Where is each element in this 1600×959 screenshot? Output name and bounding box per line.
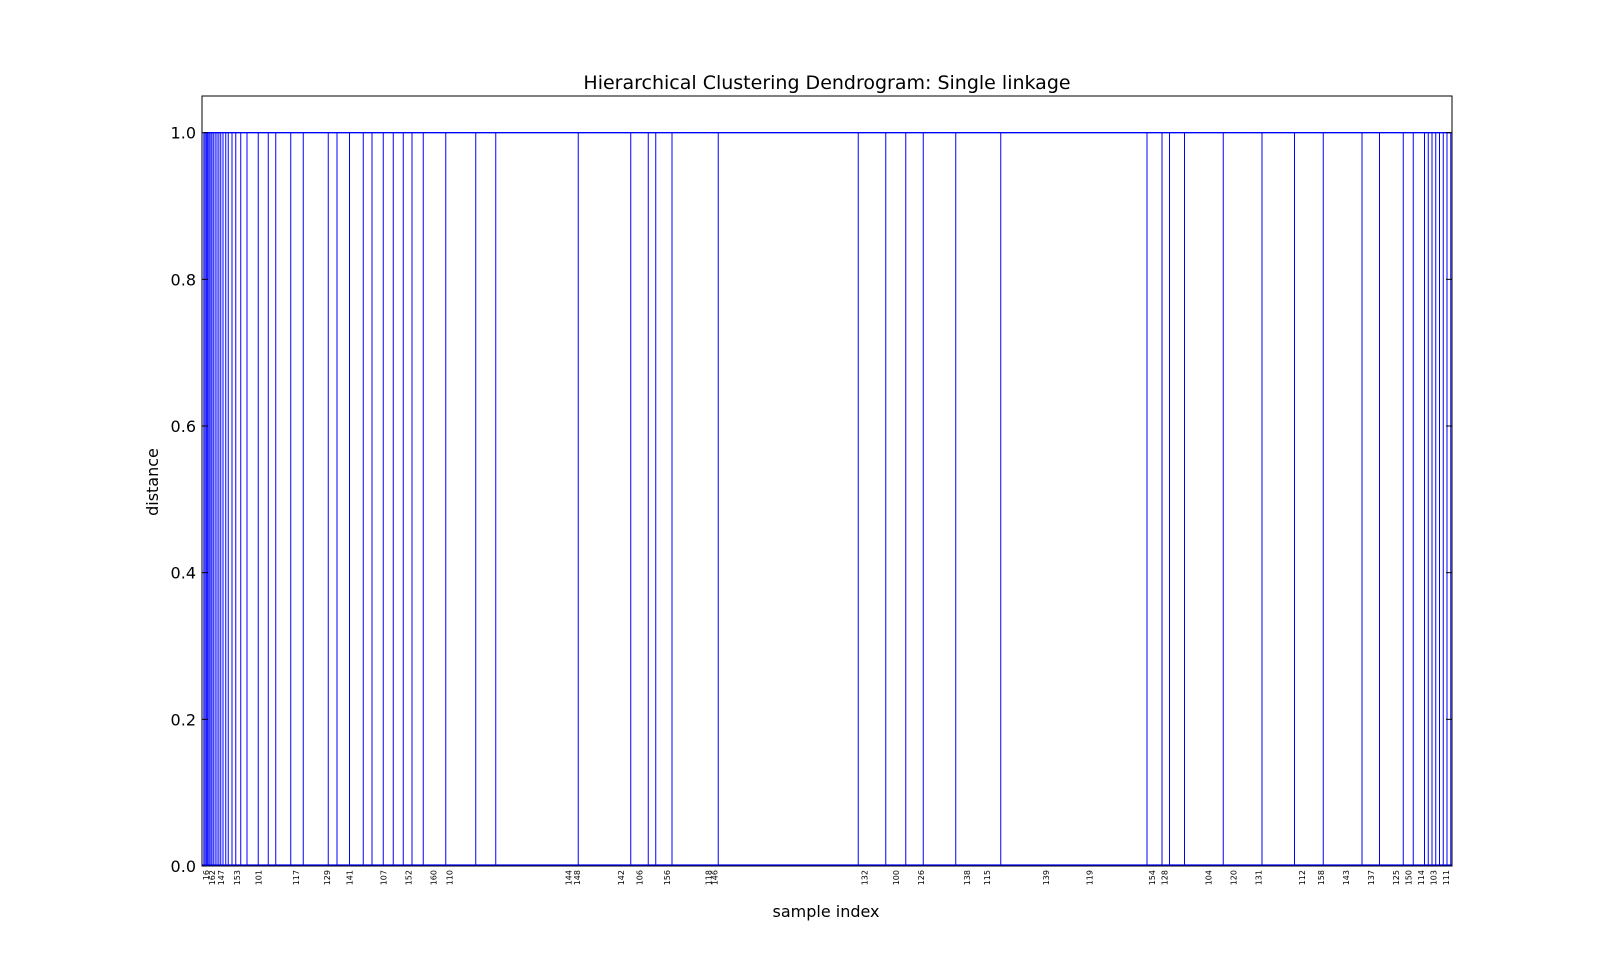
leaf-label: 156 xyxy=(663,870,672,885)
leaf-label: 137 xyxy=(1367,870,1376,885)
leaf-label: 104 xyxy=(1204,870,1213,885)
chart-title: Hierarchical Clustering Dendrogram: Sing… xyxy=(583,72,1070,94)
leaf-label: 100 xyxy=(892,870,901,885)
leaf-label: 106 xyxy=(636,870,645,885)
leaf-label: 148 xyxy=(573,870,582,885)
leaf-label: 110 xyxy=(446,870,455,885)
leaf-label: 107 xyxy=(379,870,388,885)
y-tick-label: 0.0 xyxy=(171,857,196,876)
leaf-label: 119 xyxy=(1086,870,1095,885)
leaf-label: 120 xyxy=(1229,870,1238,885)
leaf-label: 158 xyxy=(1317,870,1326,885)
leaf-label: 153 xyxy=(233,870,242,885)
leaf-label: 144 xyxy=(564,870,573,885)
leaf-label: 143 xyxy=(1342,870,1351,885)
leaf-label: 138 xyxy=(963,870,972,885)
leaf-label: 111 xyxy=(1442,870,1451,885)
leaf-label: 132 xyxy=(861,870,870,885)
leaf-label: 117 xyxy=(292,870,301,885)
leaf-label: 147 xyxy=(217,870,226,885)
leaf-label: 152 xyxy=(404,870,413,885)
leaf-label: 141 xyxy=(346,870,355,885)
leaf-label: 16 xyxy=(202,870,211,880)
leaf-label: 118 xyxy=(704,870,713,885)
y-tick-label: 0.2 xyxy=(171,710,196,729)
dendrogram-links xyxy=(202,132,1452,866)
leaf-label: 129 xyxy=(323,870,332,885)
y-tick-label: 1.0 xyxy=(171,124,196,143)
leaf-label: 162 xyxy=(208,870,217,885)
axis-ticks: 0.0 0.2 0.4 0.6 0.8 1.0 xyxy=(171,124,1452,876)
x-axis-label: sample index xyxy=(772,902,879,921)
y-axis-label: distance xyxy=(143,448,162,516)
leaf-label: 112 xyxy=(1298,870,1307,885)
leaf-label: 126 xyxy=(917,870,926,885)
leaf-label: 142 xyxy=(617,870,626,885)
y-tick-label: 0.8 xyxy=(171,270,196,289)
leaf-label: 150 xyxy=(1404,870,1413,885)
y-tick-label: 0.4 xyxy=(171,564,196,583)
plot-frame xyxy=(201,95,1453,867)
leaf-label: 154 xyxy=(1148,870,1157,885)
leaf-label: 101 xyxy=(254,870,263,885)
leaf-label: 146 xyxy=(711,870,720,885)
leaf-label: 125 xyxy=(1392,870,1401,885)
leaf-label: 128 xyxy=(1161,870,1170,885)
leaf-label: 131 xyxy=(1254,870,1263,885)
leaf-label: 139 xyxy=(1042,870,1051,885)
y-tick-label: 0.6 xyxy=(171,417,196,436)
leaf-label: 160 xyxy=(429,870,438,885)
leaf-label: 115 xyxy=(983,870,992,885)
leaf-label: 103 xyxy=(1429,870,1438,885)
leaf-label: 114 xyxy=(1417,870,1426,885)
